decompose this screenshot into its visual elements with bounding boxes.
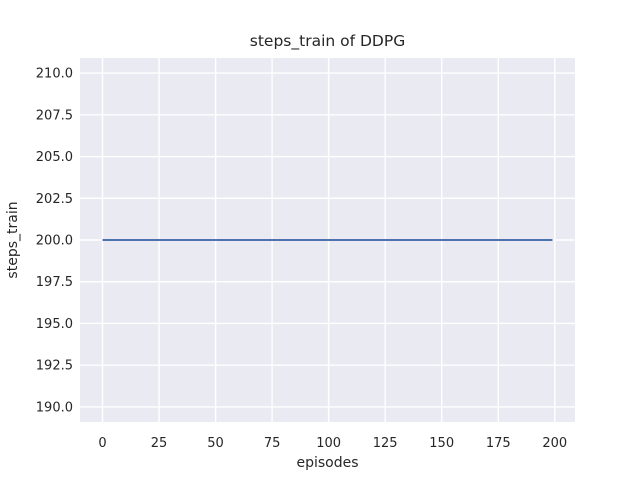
x-axis-label: episodes [296,455,358,471]
y-tick-label: 202.5 [36,192,73,207]
axis-ticks: 0 25 50 75 100 125 150 175 200 190.0 192.5 195.0 197… [36,67,567,451]
y-tick-label: 197.5 [36,275,73,290]
x-tick-label: 50 [207,436,224,451]
x-tick-label: 150 [429,436,454,451]
y-tick-label: 207.5 [36,108,73,123]
y-tick-label: 200.0 [36,234,73,249]
y-tick-label: 210.0 [36,67,73,82]
x-tick-label: 25 [151,436,168,451]
x-tick-label: 125 [373,436,398,451]
y-tick-label: 190.0 [36,400,73,415]
y-axis-label: steps_train [5,201,21,278]
x-tick-label: 0 [98,436,106,451]
chart-title: steps_train of DDPG [250,32,405,51]
y-tick-label: 195.0 [36,317,73,332]
plot-area [80,58,575,422]
y-tick-label: 192.5 [36,359,73,374]
x-tick-label: 75 [264,436,281,451]
x-tick-label: 175 [486,436,511,451]
x-tick-label: 200 [542,436,567,451]
y-tick-label: 205.0 [36,150,73,165]
x-tick-label: 100 [316,436,341,451]
